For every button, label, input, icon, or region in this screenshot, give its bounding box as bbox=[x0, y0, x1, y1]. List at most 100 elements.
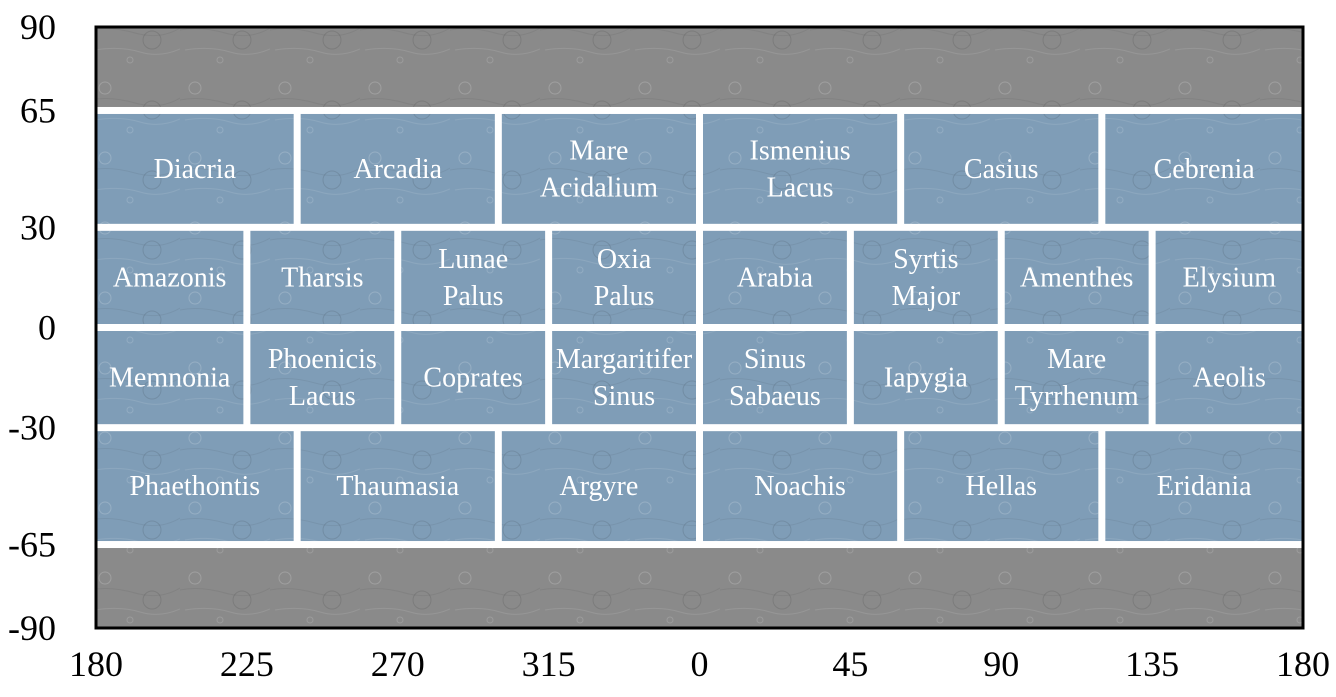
quadrangle-label-ismenius-lacus: Ismenius Lacus bbox=[750, 135, 851, 203]
quadrangle-noachis-texture bbox=[703, 431, 898, 542]
quadrangle-label-coprates: Coprates bbox=[423, 363, 523, 394]
y-tick-label: 30 bbox=[20, 207, 56, 247]
y-tick-label: 65 bbox=[20, 90, 56, 130]
quadrangle-iapygia-texture bbox=[853, 331, 998, 425]
north-polar-texture bbox=[96, 27, 1303, 107]
quadrangle-label-line: Mare bbox=[1047, 344, 1106, 375]
quadrangle-label-line: Noachis bbox=[754, 471, 846, 502]
y-tick-label: -90 bbox=[8, 608, 56, 648]
quadrangle-label-line: Sabaeus bbox=[729, 381, 821, 412]
quadrangle-thaumasia-texture bbox=[300, 431, 495, 542]
quadrangle-label-aeolis: Aeolis bbox=[1193, 363, 1266, 394]
quadrangle-elysium-texture bbox=[1155, 230, 1303, 324]
x-tick-label: 270 bbox=[371, 644, 425, 684]
quadrangle-label-line: Sinus bbox=[744, 344, 806, 375]
map-layer bbox=[94, 25, 1305, 630]
quadrangle-argyre-texture bbox=[501, 431, 696, 542]
quadrangle-label-line: Thaumasia bbox=[336, 471, 459, 502]
quadrangle-label-arabia: Arabia bbox=[737, 262, 814, 293]
quadrangle-hellas-texture bbox=[904, 431, 1099, 542]
quadrangle-syrtis-major-texture bbox=[853, 230, 998, 324]
quadrangle-label-line: Palus bbox=[594, 281, 655, 312]
quadrangle-margaritifer-sinus-texture bbox=[552, 331, 696, 425]
quadrangle-casius-texture bbox=[904, 113, 1099, 224]
quadrangle-mare-acidalium-texture bbox=[501, 113, 696, 224]
quadrangle-label-line: Tharsis bbox=[281, 262, 363, 293]
x-tick-label: 135 bbox=[1125, 644, 1179, 684]
y-tick-label: 90 bbox=[20, 7, 56, 47]
y-tick-label: -30 bbox=[8, 408, 56, 448]
quadrangle-aeolis-texture bbox=[1155, 331, 1303, 425]
quadrangle-label-margaritifer-sinus: Margaritifer Sinus bbox=[556, 344, 693, 412]
quadrangle-label-cebrenia: Cebrenia bbox=[1154, 154, 1256, 185]
quadrangle-cebrenia-texture bbox=[1105, 113, 1303, 224]
x-tick-label: 45 bbox=[832, 644, 868, 684]
quadrangle-arabia-texture bbox=[703, 230, 847, 324]
quadrangle-label-mare-tyrrhenum: Mare Tyrrhenum bbox=[1015, 344, 1139, 412]
quadrangle-label-phaethontis: Phaethontis bbox=[129, 471, 260, 502]
quadrangle-label-line: Palus bbox=[443, 281, 504, 312]
quadrangle-label-lunae-palus: Lunae Palus bbox=[438, 244, 508, 312]
quadrangle-label-casius: Casius bbox=[964, 154, 1039, 185]
quadrangle-label-line: Oxia bbox=[597, 244, 652, 275]
quadrangle-label-line: Eridania bbox=[1157, 471, 1252, 502]
quadrangle-label-line: Hellas bbox=[965, 471, 1037, 502]
quadrangle-diacria-texture bbox=[96, 113, 294, 224]
quadrangle-label-line: Lunae bbox=[438, 244, 508, 275]
quadrangle-ismenius-lacus-texture bbox=[703, 113, 898, 224]
quadrangle-label-line: Casius bbox=[964, 154, 1039, 185]
quadrangle-label-line: Phoenicis bbox=[268, 344, 377, 375]
quadrangle-label-memnonia: Memnonia bbox=[109, 363, 231, 394]
quadrangle-amenthes-texture bbox=[1004, 230, 1149, 324]
quadrangle-label-line: Cebrenia bbox=[1154, 154, 1256, 185]
quadrangle-label-sinus-sabaeus: Sinus Sabaeus bbox=[729, 344, 821, 412]
quadrangle-label-line: Mare bbox=[569, 135, 628, 166]
quadrangle-amazonis-texture bbox=[96, 230, 244, 324]
quadrangle-label-line: Acidalium bbox=[540, 172, 658, 203]
label-layer: Diacria Arcadia Mare Acidalium Ismenius Lacus… bbox=[109, 135, 1276, 502]
quadrangle-memnonia-texture bbox=[96, 331, 244, 425]
quadrangle-label-line: Amenthes bbox=[1020, 262, 1134, 293]
x-tick-label: 180 bbox=[1276, 644, 1330, 684]
quadrangle-label-line: Arabia bbox=[737, 262, 814, 293]
quadrangle-label-line: Ismenius bbox=[750, 135, 851, 166]
x-tick-label: 225 bbox=[220, 644, 274, 684]
quadrangle-label-eridania: Eridania bbox=[1157, 471, 1252, 502]
quadrangle-mare-tyrrhenum-texture bbox=[1004, 331, 1149, 425]
quadrangle-tharsis-texture bbox=[250, 230, 395, 324]
quadrangle-label-line: Iapygia bbox=[884, 363, 969, 394]
quadrangle-label-line: Margaritifer bbox=[556, 344, 693, 375]
map-background bbox=[96, 27, 1303, 628]
quadrangle-label-line: Elysium bbox=[1183, 262, 1277, 293]
quadrangle-label-line: Sinus bbox=[593, 381, 655, 412]
quadrangle-label-line: Syrtis bbox=[893, 244, 958, 275]
quadrangle-eridania-texture bbox=[1105, 431, 1303, 542]
tick-layer: 180 225 270 315 0 45 90 135 180 90 65 30 0 -30 -65 -90 bbox=[8, 7, 1330, 684]
quadrangle-label-line: Aeolis bbox=[1193, 363, 1266, 394]
quadrangle-sinus-sabaeus-texture bbox=[703, 331, 847, 425]
quadrangle-phaethontis-texture bbox=[96, 431, 294, 542]
x-tick-label: 90 bbox=[983, 644, 1019, 684]
quadrangle-label-line: Diacria bbox=[154, 154, 237, 185]
quadrangle-label-tharsis: Tharsis bbox=[281, 262, 363, 293]
quadrangle-label-elysium: Elysium bbox=[1183, 262, 1277, 293]
quadrangle-label-line: Lacus bbox=[289, 381, 356, 412]
quadrangle-label-syrtis-major: Syrtis Major bbox=[892, 244, 961, 312]
quadrangle-label-arcadia: Arcadia bbox=[353, 154, 442, 185]
quadrangle-label-amazonis: Amazonis bbox=[113, 262, 227, 293]
quadrangle-label-argyre: Argyre bbox=[560, 471, 639, 502]
quadrangle-label-noachis: Noachis bbox=[754, 471, 846, 502]
quadrangle-label-thaumasia: Thaumasia bbox=[336, 471, 459, 502]
quadrangle-label-line: Major bbox=[892, 281, 961, 312]
south-polar-texture bbox=[96, 548, 1303, 628]
map-frame bbox=[94, 25, 1305, 630]
quadrangle-label-amenthes: Amenthes bbox=[1020, 262, 1134, 293]
quadrangle-label-line: Lacus bbox=[767, 172, 834, 203]
y-tick-label: 0 bbox=[38, 308, 56, 348]
quadrangle-label-hellas: Hellas bbox=[965, 471, 1037, 502]
quadrangle-label-oxia-palus: Oxia Palus bbox=[594, 244, 655, 312]
quadrangle-label-line: Arcadia bbox=[353, 154, 442, 185]
quadrangle-label-line: Phaethontis bbox=[129, 471, 260, 502]
